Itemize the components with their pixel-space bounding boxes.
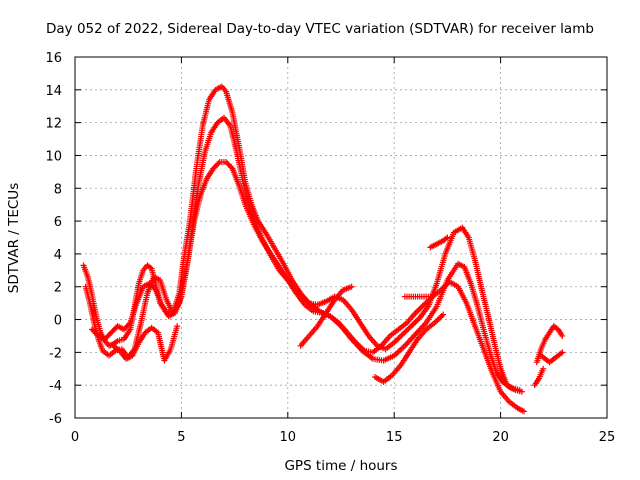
x-tick-label: 5 xyxy=(177,430,185,445)
series-track-4 xyxy=(110,323,181,364)
y-tick-label: 16 xyxy=(45,51,62,66)
x-axis-title: GPS time / hours xyxy=(284,458,397,474)
x-tick-label: 15 xyxy=(386,430,403,445)
y-tick-label: 12 xyxy=(45,117,62,132)
tick-labels: 0 5 10 15 20 25 -6 -4 -2 0 2 4 6 8 10 12 14 16 xyxy=(45,51,615,445)
data-point xyxy=(540,365,547,372)
data-point xyxy=(444,234,451,241)
data-point xyxy=(174,323,181,330)
data-point xyxy=(521,408,528,415)
series-track-11 xyxy=(531,365,547,389)
y-tick-label: 10 xyxy=(45,149,62,164)
series-track-5 xyxy=(297,283,355,349)
grid xyxy=(75,57,607,418)
data-point xyxy=(348,283,355,290)
y-tick-label: 0 xyxy=(54,314,62,329)
y-tick-label: -6 xyxy=(49,412,62,427)
y-tick-label: 6 xyxy=(54,215,62,230)
series-track-9 xyxy=(533,323,566,366)
y-tick-label: 2 xyxy=(54,281,62,296)
data-point xyxy=(559,349,566,356)
y-tick-label: 4 xyxy=(54,248,62,263)
data-point xyxy=(518,388,525,395)
data-points xyxy=(80,83,566,415)
y-tick-label: 14 xyxy=(45,84,62,99)
axis-ticks xyxy=(74,56,608,419)
data-point xyxy=(151,285,158,292)
x-tick-label: 20 xyxy=(492,430,509,445)
series-track-8 xyxy=(427,234,451,251)
chart-title: Day 052 of 2022, Sidereal Day-to-day VTE… xyxy=(46,21,594,37)
series-track-10 xyxy=(538,349,566,366)
x-tick-label: 0 xyxy=(71,430,79,445)
plot-frame xyxy=(74,56,608,419)
y-axis-title: SDTVAR / TECUs xyxy=(6,183,22,293)
data-point xyxy=(228,164,235,171)
data-point xyxy=(559,332,566,339)
data-point xyxy=(440,311,447,318)
y-tick-label: 8 xyxy=(54,182,62,197)
data-point xyxy=(126,321,133,328)
series-track-3 xyxy=(89,159,528,415)
y-tick-label: -4 xyxy=(49,379,62,394)
x-tick-label: 25 xyxy=(599,430,616,445)
series-track-7 xyxy=(401,293,434,300)
x-tick-label: 10 xyxy=(280,430,297,445)
data-point xyxy=(215,160,222,167)
y-tick-label: -2 xyxy=(49,346,62,361)
data-point xyxy=(427,293,434,300)
series-track-6 xyxy=(372,311,447,385)
